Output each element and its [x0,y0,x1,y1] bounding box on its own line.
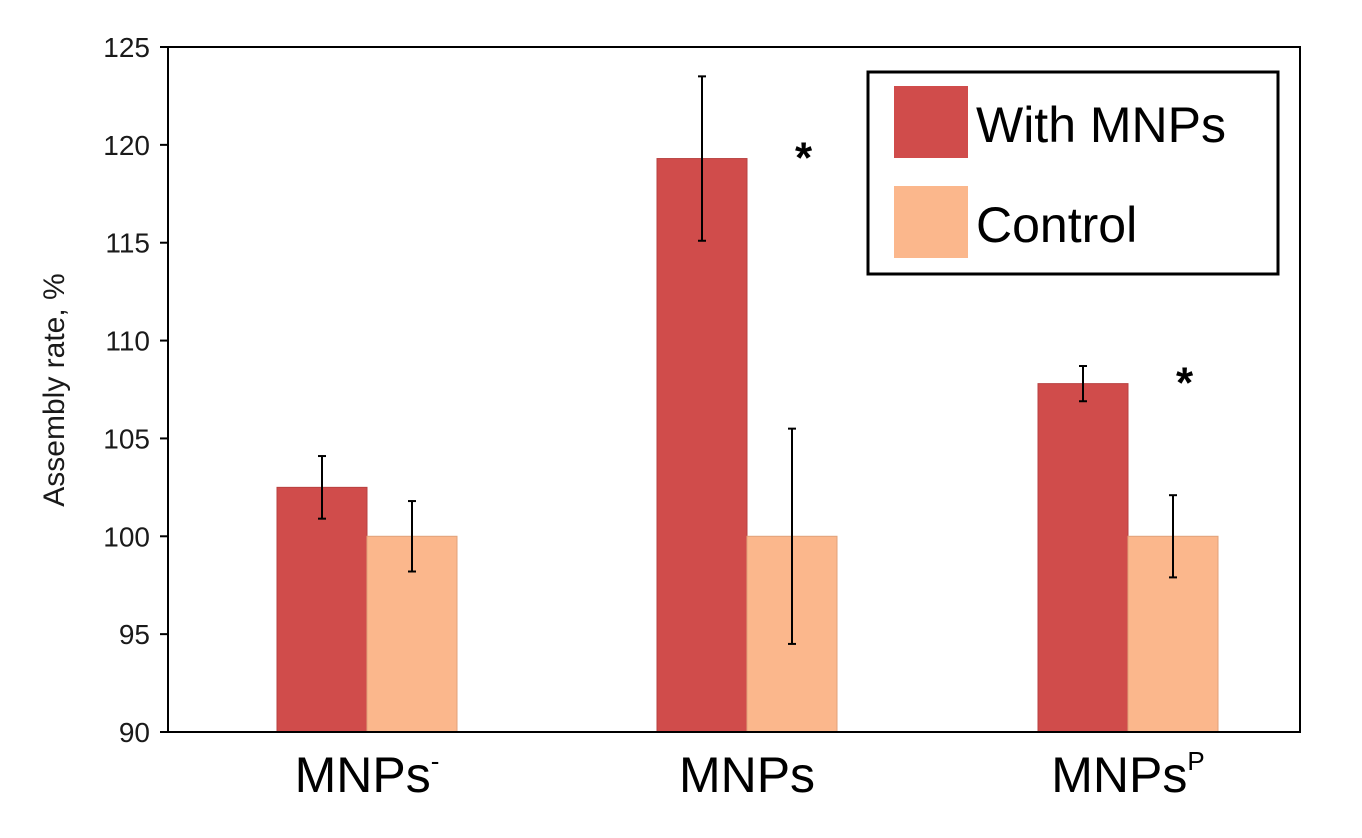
bar-with-mnps [276,486,368,733]
x-category-label-superscript: - [431,746,440,776]
legend-swatch-control [894,186,968,258]
bar-with-mnps [656,158,748,733]
y-axis-label: Assembly rate, % [38,273,71,506]
y-tick-label: 105 [103,423,150,454]
x-category-label-text: MNPs [679,747,815,803]
bars-group [276,158,1219,733]
x-axis-category-labels: MNPs- MNPs MNPsP [295,746,1205,803]
y-axis-tick-labels: 90 95 100 105 110 115 120 125 [103,32,150,748]
x-category-label-text: MNPs [295,747,431,803]
x-category-label: MNPs- [295,746,440,803]
y-tick-label: 110 [105,326,150,357]
legend: With MNPs Control [866,70,1280,276]
y-tick-label: 115 [105,228,150,259]
x-category-label-superscript: P [1187,746,1204,776]
y-tick-label: 100 [103,521,150,552]
y-tick-label: 95 [119,619,150,650]
y-tick-label: 90 [119,717,150,748]
significance-asterisk: * [795,134,813,183]
error-bars-group [318,75,1177,645]
x-category-label: MNPs [679,747,815,803]
legend-label: Control [976,197,1137,253]
y-tick-label: 120 [103,130,150,161]
y-axis-tick-marks [160,46,168,733]
plot-area-frame [167,46,1301,733]
bar-with-mnps [1037,383,1129,733]
significance-marks-group: ** [795,134,1194,408]
bar-control [366,535,458,733]
x-category-label: MNPsP [1051,746,1204,803]
legend-label: With MNPs [976,97,1226,153]
significance-asterisk: * [1176,359,1194,408]
y-tick-label: 125 [103,32,150,63]
legend-swatch-with-mnps [894,86,968,158]
x-category-label-text: MNPs [1051,747,1187,803]
